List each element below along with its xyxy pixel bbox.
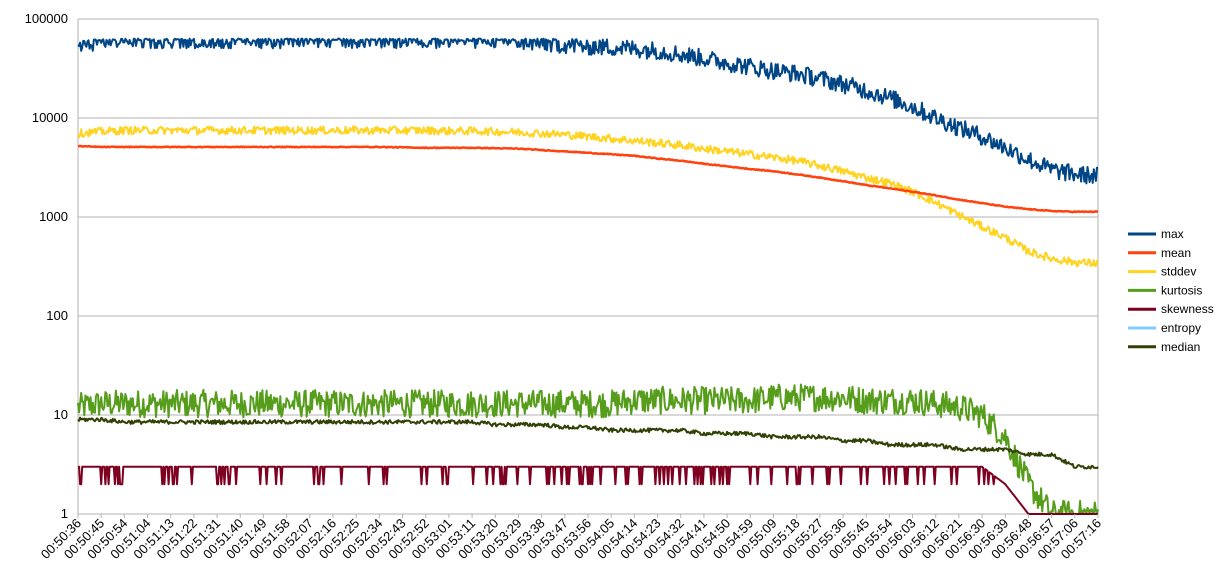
y-axis: 1 10 100 1000 10000 100000 xyxy=(25,11,68,521)
y-tick-label: 1000 xyxy=(39,209,68,224)
y-tick-label: 100 xyxy=(46,308,68,323)
legend-label-median: median xyxy=(1161,340,1200,354)
legend-label-stddev: stddev xyxy=(1161,265,1196,279)
series-line-median xyxy=(77,416,1099,470)
y-tick-label: 1 xyxy=(61,506,68,521)
x-axis: 00:50:3600:50:4500:50:5400:51:0400:51:13… xyxy=(38,514,1104,562)
series-line-kurtosis xyxy=(77,383,1099,515)
y-tick-label: 10000 xyxy=(32,110,68,125)
legend: max mean stddev kurtosis skewness entropy medi… xyxy=(1128,227,1214,354)
series-line-stddev xyxy=(77,125,1099,268)
y-tick-label: 10 xyxy=(54,407,68,422)
legend-label-skewness: skewness xyxy=(1161,302,1214,316)
y-tick-label: 100000 xyxy=(25,11,68,26)
series-lines xyxy=(77,37,1099,515)
series-line-mean xyxy=(77,144,1099,214)
legend-label-max: max xyxy=(1161,227,1184,241)
plot-area xyxy=(77,19,1099,514)
legend-label-kurtosis: kurtosis xyxy=(1161,283,1202,297)
series-line-skewness xyxy=(78,465,1098,515)
grid-lines xyxy=(78,18,1098,515)
series-line-max xyxy=(77,37,1098,185)
legend-label-mean: mean xyxy=(1161,246,1191,260)
legend-label-entropy: entropy xyxy=(1161,321,1201,335)
